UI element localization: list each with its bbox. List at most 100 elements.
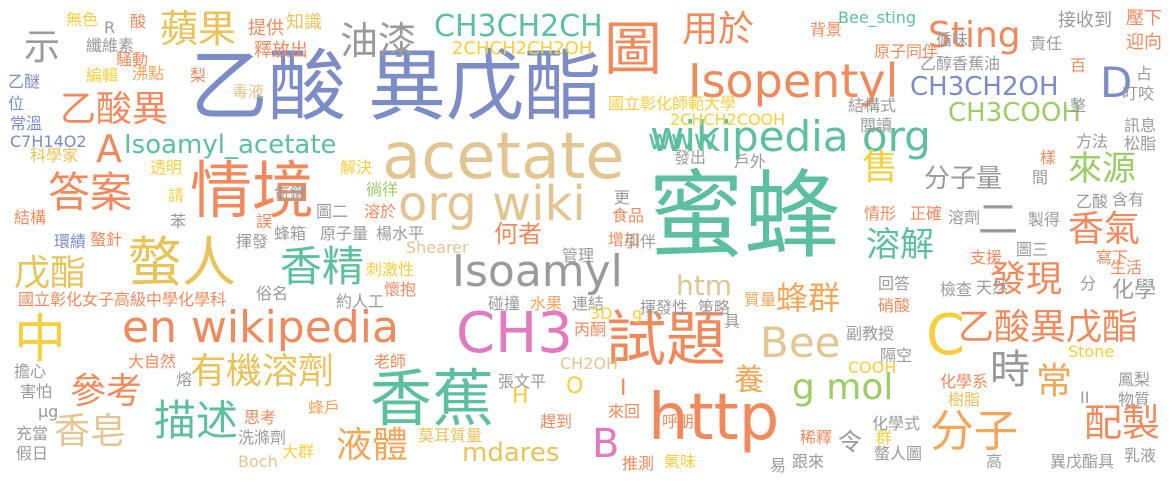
cloud-word: 引伴 <box>624 232 657 251</box>
cloud-word: 情境 <box>190 154 315 227</box>
cloud-word: 間 <box>1032 168 1049 187</box>
cloud-word: 寫下 <box>1096 248 1129 267</box>
cloud-word: 釋放出 <box>254 40 308 61</box>
cloud-word: 策略 <box>698 298 731 317</box>
cloud-word: 樹脂 <box>948 390 981 409</box>
cloud-word: 占 <box>1136 64 1153 83</box>
cloud-word: 檢查 <box>940 280 973 299</box>
cloud-word: 分 <box>1080 274 1097 293</box>
cloud-word: O <box>566 374 584 399</box>
cloud-word: 熔 <box>176 370 193 389</box>
cloud-word: 液體 <box>336 425 409 466</box>
cloud-word: 異戊酯 <box>368 42 603 132</box>
cloud-word: 香氣 <box>1068 209 1141 250</box>
cloud-word: 時 <box>990 347 1030 393</box>
cloud-word: 圖三 <box>1016 240 1049 259</box>
cloud-word: μg <box>38 402 59 421</box>
cloud-word: 增加 <box>608 230 641 249</box>
cloud-word: 溶於 <box>364 202 397 221</box>
cloud-word: 支援 <box>970 248 1003 267</box>
cloud-word: 丙酮 <box>574 320 607 339</box>
cloud-word: 參考 <box>70 371 143 412</box>
cloud-word: 請 <box>168 186 185 205</box>
cloud-word: 蜂戶 <box>308 398 341 417</box>
cloud-word: 連結 <box>572 294 605 313</box>
cloud-word: 常溫 <box>10 114 43 133</box>
cloud-word: 水果 <box>530 294 563 313</box>
cloud-word: g <box>632 304 643 323</box>
cloud-word: 苯 <box>170 212 187 231</box>
cloud-word: 解決 <box>340 158 373 177</box>
cloud-word: 戶外 <box>734 152 767 171</box>
cloud-word: 原子同伴 <box>874 42 939 61</box>
cloud-word: 責任 <box>1030 34 1063 53</box>
cloud-word: 樣 <box>1040 148 1057 167</box>
cloud-word: 充當 <box>16 424 49 443</box>
cloud-word: 張文平 <box>498 372 547 391</box>
cloud-word: 沸點 <box>132 64 165 83</box>
cloud-word: 答案 <box>48 168 133 217</box>
cloud-word: 蜂群 <box>776 279 841 317</box>
cloud-word: 酸 <box>130 12 147 31</box>
cloud-word: 國立彰化女子高級中學化學科 <box>18 290 227 309</box>
cloud-word: 氣味 <box>664 452 697 471</box>
cloud-word: 迎向 <box>1126 32 1162 53</box>
cloud-word: 害怕 <box>20 382 53 401</box>
cloud-word: 呼朋 <box>662 412 695 431</box>
cloud-word: 結構 <box>14 208 47 227</box>
cloud-word: 有機溶劑 <box>190 351 335 392</box>
cloud-word: 洗滌劑 <box>238 428 287 447</box>
cloud-word: 刺激性 <box>366 260 415 279</box>
cloud-word: 分子 <box>930 406 1018 457</box>
cloud-word: 正確 <box>910 204 943 223</box>
cloud-word: 具 <box>724 312 741 331</box>
cloud-word: 百 <box>1070 56 1087 75</box>
cloud-word: 生活 <box>1110 258 1143 277</box>
cloud-word: Isoamyl_acetate <box>124 130 337 160</box>
cloud-word: 化學系 <box>940 372 989 391</box>
cloud-word: acetate <box>382 120 625 194</box>
cloud-word: CH3CH2OH <box>910 72 1059 102</box>
cloud-word: 來源 <box>1068 149 1136 189</box>
cloud-word: 螯針 <box>90 230 123 249</box>
cloud-word: 群 <box>876 428 893 447</box>
cloud-word: 知識 <box>286 12 322 33</box>
cloud-word: 提供 <box>248 18 284 39</box>
cloud-word: 揮發性 <box>640 298 689 317</box>
cloud-word: 含有 <box>1112 190 1145 209</box>
cloud-word: 溶劑 <box>948 208 981 227</box>
cloud-word: 環績 <box>54 232 87 251</box>
cloud-word: I <box>620 376 627 401</box>
cloud-word: 閱讀 <box>860 116 893 135</box>
cloud-word: 大群 <box>282 442 315 461</box>
cloud-word: 稀釋 <box>800 428 833 447</box>
cloud-word: 鳳梨 <box>1118 370 1151 389</box>
cloud-word: mdares <box>462 438 560 468</box>
cloud-word: 圖二 <box>316 202 349 221</box>
cloud-word: 養 <box>734 363 764 398</box>
cloud-word: Isopentyl <box>688 54 899 108</box>
cloud-word: g mol <box>792 367 894 408</box>
cloud-word: 趕到 <box>540 412 573 431</box>
cloud-word: 接收到 <box>1058 10 1112 31</box>
cloud-word: 油漆 <box>340 19 417 63</box>
cloud-word: C <box>926 303 966 368</box>
cloud-word: 戊酯 <box>14 253 87 294</box>
cloud-word: B <box>592 421 620 467</box>
cloud-word: 壓下 <box>1126 8 1162 29</box>
cloud-word: 蜜蜂 <box>648 160 840 272</box>
cloud-word: Bee <box>760 318 841 367</box>
cloud-word: 假日 <box>16 444 49 463</box>
cloud-word: C7H14O2 <box>10 132 87 151</box>
cloud-word: D <box>1100 58 1133 107</box>
cloud-word: 易 <box>770 456 787 475</box>
cloud-word: 方法 <box>1076 132 1109 151</box>
cloud-word: 售 <box>862 147 899 188</box>
cloud-word: R <box>104 18 116 37</box>
cloud-word: 毒液 <box>232 82 265 101</box>
cloud-word: 何者 <box>494 220 542 248</box>
cloud-word: 來回 <box>608 402 641 421</box>
cloud-word: 天然 <box>976 278 1009 297</box>
cloud-word: 約人工 <box>336 292 385 311</box>
